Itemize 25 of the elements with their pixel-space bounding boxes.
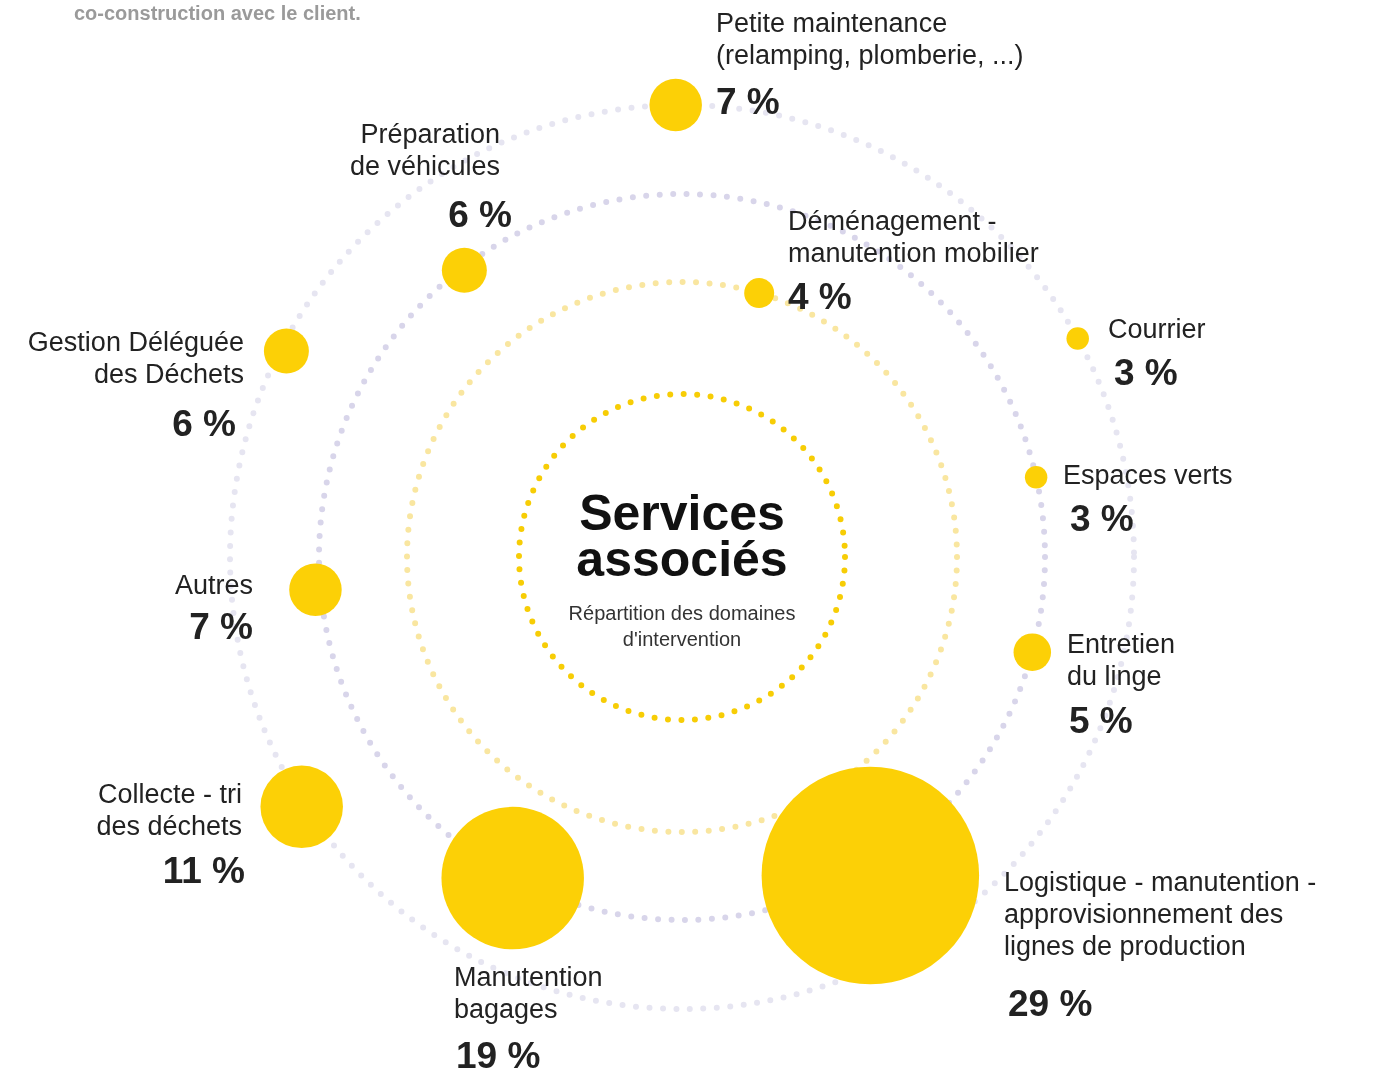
data-label: 19 % [456,1034,541,1075]
category-label: Déménagement - manutention mobilier [788,206,1039,269]
category-label: Manutention bagages [454,962,603,1025]
data-label: 6 % [172,402,236,444]
category-label: Entretien du linge [1067,629,1176,692]
data-label: 11 % [162,849,245,891]
data-label: 6 % [448,193,512,235]
text: co-construction avec le client. [74,2,361,24]
data-label: 3 % [1114,351,1178,393]
category-label: Collecte - tri des déchets [96,779,242,842]
data-label: 5 % [1069,699,1133,741]
category-label: Courrier [1108,314,1206,345]
category-label: Gestion Déléguée des Déchets [27,327,244,390]
data-label: 4 % [788,275,852,317]
category-label: Autres [174,570,253,601]
category-label: Petite maintenance (relamping, plomberie, ...) [716,8,1024,71]
data-label: 3 % [1070,497,1134,539]
data-label: 29 % [1008,982,1093,1024]
text: Répartition des domaines d'intervention [568,602,796,650]
data-label: 7 % [189,605,253,647]
data-label: 7 % [716,80,780,122]
category-label: Logistique - manutention - approvisionnement des lignes de production [1004,867,1317,962]
category-label: Préparation de véhicules [349,119,500,182]
text: Services associés [576,485,788,587]
category-label: Espaces verts [1063,460,1233,491]
